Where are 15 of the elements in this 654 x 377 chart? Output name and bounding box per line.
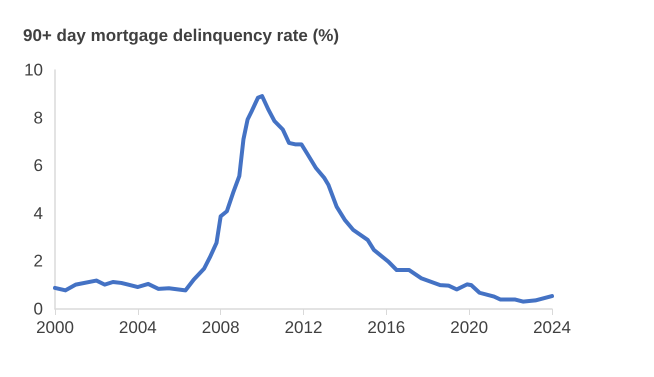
y-tick-label: 6: [34, 156, 43, 176]
y-tick-label: 2: [34, 252, 43, 271]
y-tick-label: 8: [34, 108, 43, 128]
x-tick-label: 2000: [36, 318, 74, 337]
x-tick-label: 2020: [450, 318, 488, 337]
chart-title: 90+ day mortgage delinquency rate (%): [23, 26, 340, 45]
x-tick-label: 2008: [202, 318, 240, 337]
x-tick-label: 2012: [284, 318, 322, 337]
y-tick-label: 4: [34, 204, 43, 223]
y-tick-label: 0: [34, 300, 43, 318]
x-tick-label: 2016: [367, 318, 406, 337]
y-tick-label: 10: [24, 60, 43, 80]
x-tick-label: 2004: [118, 318, 157, 337]
line-series: [53, 94, 554, 304]
x-tick-label: 2024: [533, 318, 571, 337]
